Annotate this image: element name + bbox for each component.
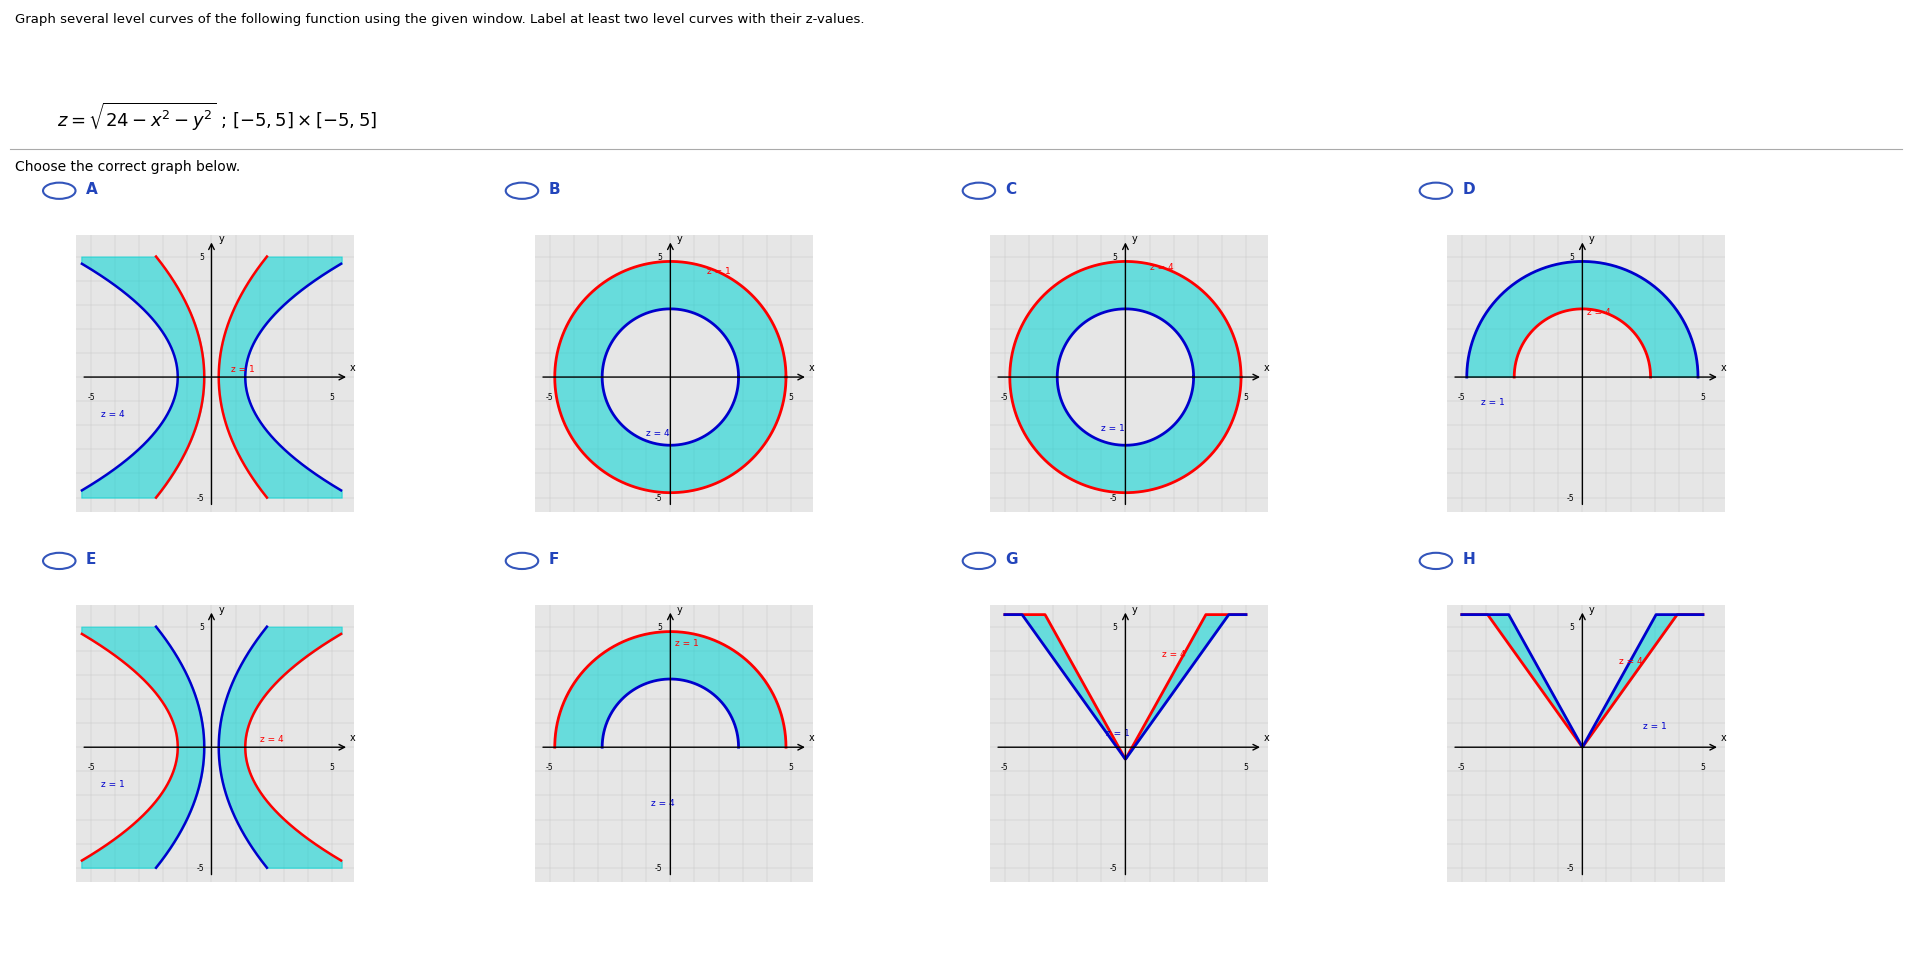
Polygon shape: [554, 262, 786, 493]
Text: x: x: [350, 362, 356, 373]
Text: -5: -5: [1568, 494, 1575, 502]
Text: 5: 5: [1700, 393, 1706, 401]
Text: x: x: [1264, 732, 1270, 742]
Text: y: y: [218, 604, 224, 614]
Text: D: D: [1463, 182, 1476, 197]
Text: 5: 5: [199, 622, 205, 632]
Text: -5: -5: [197, 863, 205, 872]
Text: H: H: [1463, 552, 1476, 567]
Text: z = 1: z = 1: [1107, 728, 1130, 738]
Polygon shape: [1467, 262, 1698, 377]
Text: 5: 5: [788, 762, 793, 771]
Text: x: x: [809, 732, 815, 742]
Text: $z = \sqrt{24 - x^{2} - y^{2}}$ ; $[-5,5]\times[-5,5]$: $z = \sqrt{24 - x^{2} - y^{2}}$ ; $[-5,5…: [57, 100, 377, 132]
Text: -5: -5: [547, 762, 554, 771]
Text: -5: -5: [1459, 762, 1467, 771]
Text: A: A: [86, 182, 98, 197]
Text: 5: 5: [1570, 622, 1575, 632]
Text: z = 1: z = 1: [707, 267, 730, 276]
Text: 5: 5: [329, 762, 335, 771]
Text: Graph several level curves of the following function using the given window. Lab: Graph several level curves of the follow…: [15, 13, 864, 27]
Text: 5: 5: [1113, 622, 1119, 632]
Text: y: y: [218, 234, 224, 244]
Text: z = 4: z = 4: [646, 429, 669, 437]
Text: x: x: [1721, 732, 1727, 742]
Text: -5: -5: [88, 762, 96, 771]
Text: x: x: [1721, 362, 1727, 373]
Text: 5: 5: [1700, 762, 1706, 771]
Text: z = 1: z = 1: [101, 779, 124, 788]
Text: B: B: [549, 182, 560, 197]
Polygon shape: [602, 310, 738, 446]
Text: y: y: [1589, 604, 1595, 614]
Text: z = 4: z = 4: [260, 735, 283, 743]
Text: G: G: [1006, 552, 1019, 567]
Text: 5: 5: [658, 622, 663, 632]
Polygon shape: [1010, 262, 1241, 493]
Text: -5: -5: [197, 494, 205, 502]
Text: z = 4: z = 4: [101, 409, 124, 418]
Text: z = 4: z = 4: [652, 799, 675, 807]
Text: x: x: [350, 732, 356, 742]
Text: z = 1: z = 1: [1101, 424, 1124, 433]
Text: z = 1: z = 1: [1482, 397, 1505, 406]
Text: -5: -5: [656, 494, 663, 502]
Text: y: y: [677, 604, 683, 614]
Text: 5: 5: [1570, 253, 1575, 262]
Text: -5: -5: [1568, 863, 1575, 872]
Text: 5: 5: [658, 253, 663, 262]
Text: y: y: [1132, 604, 1138, 614]
Text: z = 4: z = 4: [1587, 308, 1610, 317]
Polygon shape: [554, 632, 786, 747]
Text: E: E: [86, 552, 96, 567]
Text: 5: 5: [788, 393, 793, 401]
Text: 5: 5: [329, 393, 335, 401]
Text: 5: 5: [199, 253, 205, 262]
Text: Choose the correct graph below.: Choose the correct graph below.: [15, 160, 241, 174]
Text: z = 1: z = 1: [675, 639, 700, 648]
Text: -5: -5: [1002, 762, 1010, 771]
Text: y: y: [1132, 234, 1138, 244]
Text: 5: 5: [1113, 253, 1119, 262]
Text: x: x: [809, 362, 815, 373]
Text: 5: 5: [1243, 762, 1249, 771]
Text: y: y: [677, 234, 683, 244]
Text: -5: -5: [1002, 393, 1010, 401]
Text: z = 1: z = 1: [1642, 721, 1667, 730]
Text: y: y: [1589, 234, 1595, 244]
Text: x: x: [1264, 362, 1270, 373]
Text: z = 4: z = 4: [1149, 262, 1174, 272]
Text: -5: -5: [1111, 494, 1119, 502]
Text: 5: 5: [1243, 393, 1249, 401]
Text: F: F: [549, 552, 558, 567]
Text: C: C: [1006, 182, 1017, 197]
Text: z = 4: z = 4: [1162, 649, 1185, 658]
Text: z = 1: z = 1: [231, 365, 254, 374]
Text: -5: -5: [547, 393, 554, 401]
Text: -5: -5: [88, 393, 96, 401]
Text: -5: -5: [1111, 863, 1119, 872]
Text: -5: -5: [656, 863, 663, 872]
Text: z = 4: z = 4: [1619, 657, 1642, 665]
Text: -5: -5: [1459, 393, 1467, 401]
Polygon shape: [1057, 310, 1193, 446]
